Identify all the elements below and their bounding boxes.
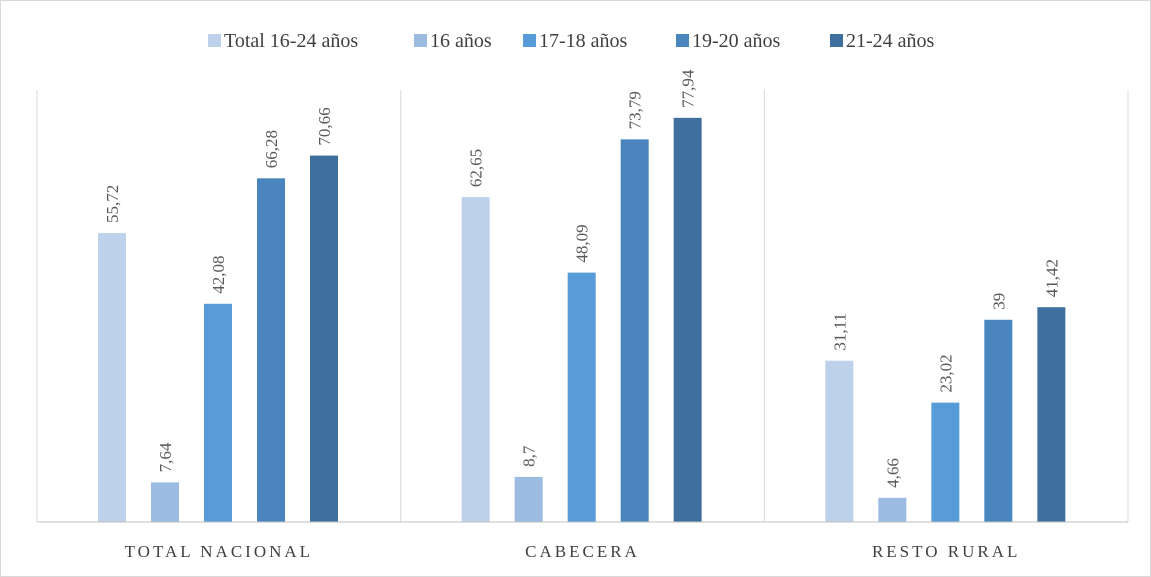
bar [514,476,543,522]
bar [310,155,338,522]
category-label: RESTO RURAL [872,542,1020,561]
bar [673,117,702,523]
data-label: 70,66 [315,107,334,145]
data-label: 66,28 [262,130,281,168]
category-dividers [36,90,1129,522]
legend-swatch-5 [830,34,843,47]
bars [98,117,1066,523]
legend: Total 16-24 años 16 años 17-18 años 19-20 a… [208,30,935,52]
data-label: 42,08 [209,256,228,294]
bar [1037,307,1066,522]
data-label: 8,7 [520,445,539,467]
bar [984,319,1013,522]
bar [620,139,649,523]
legend-label-2: 16 años [430,30,492,52]
data-label: 39 [989,293,1008,310]
category-labels: TOTAL NACIONAL CABECERA RESTO RURAL [125,542,1020,561]
data-label: 55,72 [103,185,122,223]
legend-label-3: 17-18 años [539,30,628,52]
bar [151,482,179,522]
bar [204,303,232,522]
data-label: 48,09 [573,224,592,262]
data-label: 7,64 [156,442,175,472]
legend-swatch-4 [676,34,689,47]
bar [878,497,907,522]
legend-label-1: Total 16-24 años [224,30,358,52]
bar [98,233,126,522]
legend-label-4: 19-20 años [692,30,781,52]
legend-swatch-3 [523,34,536,47]
data-labels: 55,72 7,64 42,08 66,28 70,66 62,65 8,7 48,09 73,… [103,69,1061,488]
legend-label-5: 21-24 años [846,30,935,52]
bar [461,197,490,522]
bar [567,272,596,522]
data-label: 77,94 [679,69,698,108]
legend-swatch-2 [414,34,427,47]
data-label: 41,42 [1042,259,1061,297]
data-label: 62,65 [467,149,486,187]
bar [931,402,960,522]
category-label: CABECERA [525,542,640,561]
bar [825,360,854,522]
data-label: 4,66 [883,458,902,488]
data-label: 73,79 [626,91,645,129]
bar [257,178,285,522]
data-label: 31,11 [830,313,849,351]
category-label: TOTAL NACIONAL [125,542,313,561]
legend-swatch-1 [208,34,221,47]
data-label: 23,02 [936,354,955,392]
